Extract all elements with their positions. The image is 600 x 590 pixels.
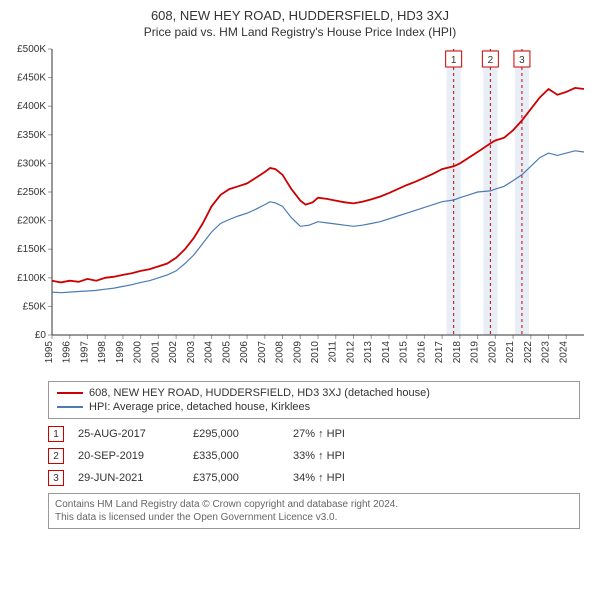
svg-text:2020: 2020 — [487, 341, 498, 364]
svg-text:2005: 2005 — [221, 341, 232, 364]
svg-text:£450K: £450K — [17, 73, 46, 84]
svg-text:1: 1 — [451, 55, 457, 66]
chart-subtitle: Price paid vs. HM Land Registry's House … — [10, 25, 590, 39]
event-marker: 1 — [48, 426, 64, 442]
event-price: £335,000 — [193, 450, 293, 462]
svg-text:2011: 2011 — [328, 341, 339, 363]
svg-text:£200K: £200K — [17, 216, 46, 227]
event-marker: 2 — [48, 448, 64, 464]
svg-text:2019: 2019 — [470, 341, 481, 364]
svg-text:2017: 2017 — [434, 341, 445, 364]
event-price: £375,000 — [193, 472, 293, 484]
svg-text:£0: £0 — [35, 330, 47, 341]
sale-event-row: 1 25-AUG-2017£295,00027% ↑ HPI — [48, 423, 580, 445]
svg-text:£300K: £300K — [17, 158, 46, 169]
event-marker: 3 — [48, 470, 64, 486]
chart-title-address: 608, NEW HEY ROAD, HUDDERSFIELD, HD3 3XJ — [10, 8, 590, 23]
svg-text:1996: 1996 — [62, 341, 73, 364]
svg-text:1999: 1999 — [115, 341, 126, 364]
chart-svg: £0 £50K £100K £150K £200K £250K £300K £350K £400… — [10, 45, 590, 375]
svg-text:2015: 2015 — [399, 341, 410, 364]
legend-label: HPI: Average price, detached house, Kirk… — [89, 401, 310, 413]
svg-text:£100K: £100K — [17, 273, 46, 284]
sale-events: 1 25-AUG-2017£295,00027% ↑ HPI 2 20-SEP-201… — [48, 423, 580, 489]
legend-swatch — [57, 406, 83, 408]
event-vs-hpi: 33% ↑ HPI — [293, 450, 345, 462]
event-date: 20-SEP-2019 — [78, 450, 193, 462]
svg-text:£150K: £150K — [17, 244, 46, 255]
price-chart: £0 £50K £100K £150K £200K £250K £300K £350K £400… — [10, 45, 590, 375]
svg-text:2022: 2022 — [523, 341, 534, 364]
svg-text:3: 3 — [519, 55, 525, 66]
legend: 608, NEW HEY ROAD, HUDDERSFIELD, HD3 3XJ… — [48, 381, 580, 419]
event-price: £295,000 — [193, 428, 293, 440]
svg-text:2016: 2016 — [416, 341, 427, 364]
svg-text:2003: 2003 — [186, 341, 197, 364]
svg-text:2000: 2000 — [133, 341, 144, 364]
legend-swatch — [57, 392, 83, 394]
legend-item: HPI: Average price, detached house, Kirk… — [57, 400, 571, 414]
legend-item: 608, NEW HEY ROAD, HUDDERSFIELD, HD3 3XJ… — [57, 386, 571, 400]
svg-text:£250K: £250K — [17, 187, 46, 198]
sale-event-row: 3 29-JUN-2021£375,00034% ↑ HPI — [48, 467, 580, 489]
svg-text:2008: 2008 — [275, 341, 286, 364]
event-date: 29-JUN-2021 — [78, 472, 193, 484]
svg-text:£350K: £350K — [17, 130, 46, 141]
svg-text:2013: 2013 — [363, 341, 374, 364]
svg-text:£50K: £50K — [23, 301, 47, 312]
svg-text:2012: 2012 — [345, 341, 356, 364]
sale-event-row: 2 20-SEP-2019£335,00033% ↑ HPI — [48, 445, 580, 467]
copyright-footer: Contains HM Land Registry data © Crown c… — [48, 493, 580, 529]
svg-text:2002: 2002 — [168, 341, 179, 364]
svg-text:2024: 2024 — [558, 341, 569, 364]
footer-line1: Contains HM Land Registry data © Crown c… — [55, 498, 573, 511]
svg-text:2009: 2009 — [292, 341, 303, 364]
svg-text:2018: 2018 — [452, 341, 463, 364]
event-vs-hpi: 34% ↑ HPI — [293, 472, 345, 484]
svg-text:1995: 1995 — [44, 341, 55, 364]
svg-text:2001: 2001 — [150, 341, 161, 364]
svg-text:2021: 2021 — [505, 341, 516, 364]
svg-text:£500K: £500K — [17, 45, 46, 55]
svg-text:2006: 2006 — [239, 341, 250, 364]
svg-text:2: 2 — [488, 55, 494, 66]
svg-text:2010: 2010 — [310, 341, 321, 364]
event-vs-hpi: 27% ↑ HPI — [293, 428, 345, 440]
footer-line2: This data is licensed under the Open Gov… — [55, 511, 573, 524]
svg-text:1998: 1998 — [97, 341, 108, 364]
svg-text:2014: 2014 — [381, 341, 392, 364]
svg-text:2007: 2007 — [257, 341, 268, 364]
svg-text:1997: 1997 — [79, 341, 90, 364]
svg-text:£400K: £400K — [17, 101, 46, 112]
svg-text:2004: 2004 — [204, 341, 215, 364]
event-date: 25-AUG-2017 — [78, 428, 193, 440]
legend-label: 608, NEW HEY ROAD, HUDDERSFIELD, HD3 3XJ… — [89, 387, 430, 399]
svg-text:2023: 2023 — [541, 341, 552, 364]
